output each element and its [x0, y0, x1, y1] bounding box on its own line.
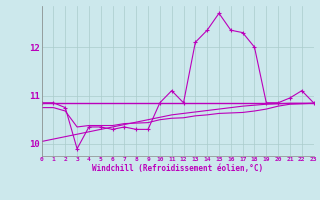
X-axis label: Windchill (Refroidissement éolien,°C): Windchill (Refroidissement éolien,°C)	[92, 164, 263, 173]
